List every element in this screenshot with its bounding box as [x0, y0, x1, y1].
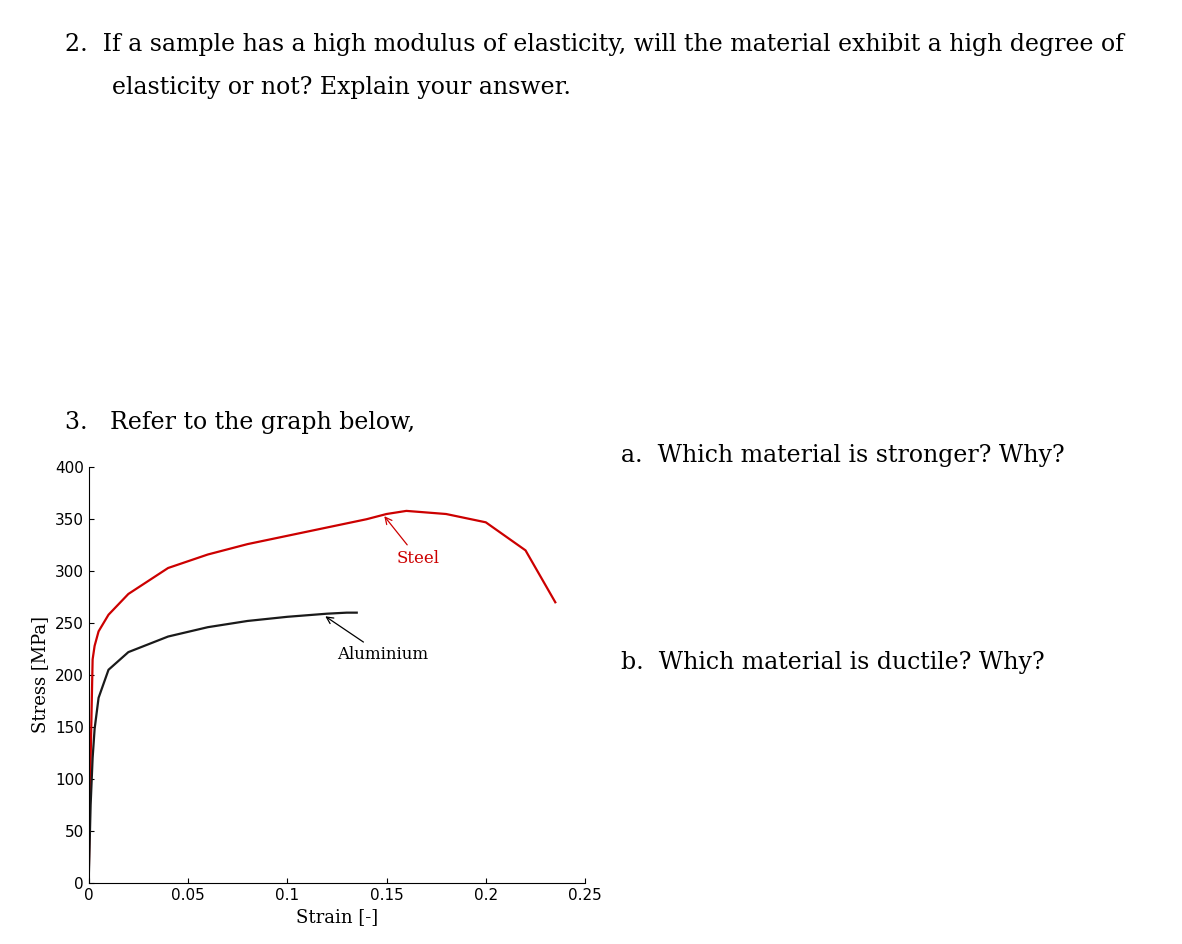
Text: elasticity or not? Explain your answer.: elasticity or not? Explain your answer. [112, 76, 571, 98]
X-axis label: Strain [-]: Strain [-] [296, 908, 378, 926]
Text: Steel: Steel [385, 517, 440, 566]
Text: 3.   Refer to the graph below,: 3. Refer to the graph below, [65, 411, 415, 433]
Text: Aluminium: Aluminium [326, 617, 428, 664]
Y-axis label: Stress [MPa]: Stress [MPa] [31, 616, 50, 733]
Text: 2.  If a sample has a high modulus of elasticity, will the material exhibit a hi: 2. If a sample has a high modulus of ela… [65, 33, 1124, 56]
Text: a.  Which material is stronger? Why?: a. Which material is stronger? Why? [621, 444, 1064, 466]
Text: b.  Which material is ductile? Why?: b. Which material is ductile? Why? [621, 651, 1044, 674]
